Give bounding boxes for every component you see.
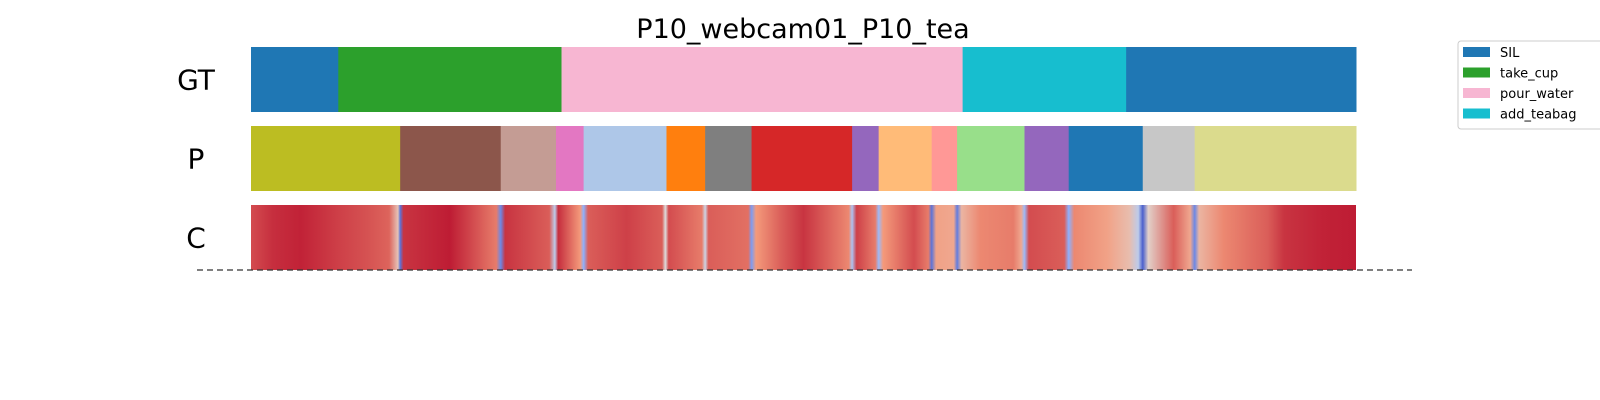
segment-p-0 — [251, 126, 401, 191]
segment-p-2 — [500, 126, 557, 191]
segment-p-9 — [878, 126, 933, 191]
row-label-gt: GT — [177, 64, 216, 97]
segment-p-7 — [751, 126, 853, 191]
legend-label: add_teabag — [1500, 108, 1577, 123]
segment-gt-4 — [1126, 47, 1357, 112]
legend-swatch — [1463, 47, 1490, 57]
confidence-strip — [251, 205, 1356, 270]
segment-p-5 — [666, 126, 706, 191]
chart-title: P10_webcam01_P10_tea — [636, 14, 969, 45]
segment-p-1 — [400, 126, 502, 191]
segment-p-12 — [1024, 126, 1070, 191]
legend-item: SIL — [1463, 46, 1520, 61]
legend: SIL take_cup pour_water add_teabag — [1457, 40, 1600, 130]
legend-label: take_cup — [1500, 67, 1558, 82]
segment-p-13 — [1068, 126, 1144, 191]
segment-p-15 — [1194, 126, 1357, 191]
segment-p-14 — [1142, 126, 1196, 191]
segment-p-3 — [555, 126, 585, 191]
legend-label: SIL — [1500, 46, 1520, 61]
row-gt: GT — [177, 47, 1357, 112]
segment-gt-1 — [338, 47, 563, 112]
segment-p-8 — [852, 126, 880, 191]
legend-swatch — [1463, 67, 1490, 78]
segment-gt-3 — [962, 47, 1127, 112]
legend-label: pour_water — [1500, 87, 1574, 102]
row-p: P — [188, 126, 1357, 191]
segment-p-10 — [931, 126, 958, 191]
legend-frame — [1457, 40, 1600, 130]
legend-item: take_cup — [1463, 67, 1558, 82]
legend-swatch — [1463, 108, 1490, 119]
row-label-c: C — [186, 222, 206, 255]
segment-p-4 — [583, 126, 667, 191]
segment-p-11 — [957, 126, 1025, 191]
segment-p-6 — [705, 126, 753, 191]
segment-gt-2 — [561, 47, 964, 112]
legend-item: pour_water — [1463, 87, 1574, 102]
segmentation-rows: GT P C — [177, 47, 1357, 270]
row-c: C — [186, 205, 1356, 270]
legend-swatch — [1463, 88, 1490, 98]
row-label-p: P — [188, 143, 205, 176]
legend-item: add_teabag — [1463, 108, 1577, 123]
segment-gt-0 — [251, 47, 339, 112]
